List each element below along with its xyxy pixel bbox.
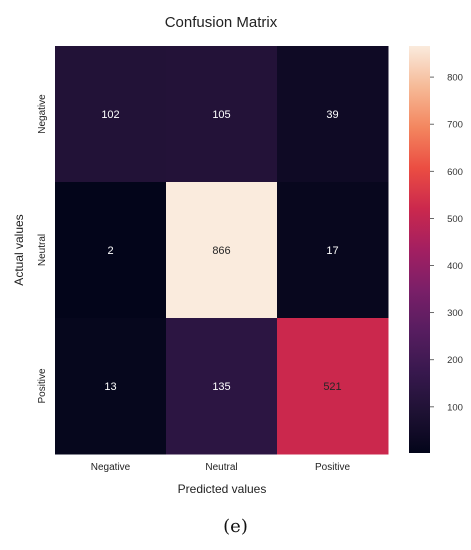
colorbar-tick-label: 500: [447, 214, 463, 225]
x-tick-labels: Negative Neutral Positive: [91, 462, 351, 473]
chart-title: Confusion Matrix: [165, 14, 278, 31]
colorbar-tick-label: 400: [447, 261, 463, 272]
heatmap-cell: [277, 46, 389, 183]
cell-value-label: 39: [326, 109, 338, 121]
heatmap-cell: [55, 318, 167, 455]
colorbar: [409, 46, 430, 453]
cell-value-label: 105: [212, 109, 230, 121]
colorbar-tick-label: 600: [447, 167, 463, 178]
cell-value-label: 521: [323, 381, 341, 393]
heatmap-cell: [277, 318, 389, 455]
y-axis-label: Actual values: [12, 214, 26, 285]
colorbar-tick-label: 300: [447, 308, 463, 319]
colorbar-tick-label: 100: [447, 402, 463, 413]
cell-value-label: 135: [212, 381, 230, 393]
colorbar-ticks: 100 200 300 400 500 600 700 800: [430, 73, 463, 413]
x-axis-label: Predicted values: [178, 482, 267, 496]
cell-value-label: 17: [326, 245, 338, 257]
heatmap-cell: [166, 46, 278, 183]
y-tick-label: Positive: [37, 368, 48, 403]
heatmap-cell: [277, 182, 389, 319]
heatmap-cell: [166, 182, 278, 319]
colorbar-tick-label: 200: [447, 355, 463, 366]
x-tick-label: Positive: [315, 462, 350, 473]
y-tick-label: Negative: [37, 94, 48, 134]
x-tick-label: Neutral: [205, 462, 237, 473]
x-tick-label: Negative: [91, 462, 131, 473]
cell-value-label: 866: [212, 245, 230, 257]
colorbar-tick-label: 800: [447, 73, 463, 84]
heatmap-cells: 102 105 39 2 866 17 13 135 521: [55, 46, 389, 455]
cell-value-label: 13: [104, 381, 116, 393]
figure-caption: (e): [223, 516, 248, 537]
heatmap-cell: [166, 318, 278, 455]
y-tick-labels: Negative Neutral Positive: [37, 94, 48, 404]
heatmap-cell: [55, 46, 167, 183]
cell-value-label: 102: [101, 109, 119, 121]
y-tick-label: Neutral: [37, 234, 48, 266]
cell-value-label: 2: [107, 245, 113, 257]
heatmap-cell: [55, 182, 167, 319]
colorbar-tick-label: 700: [447, 120, 463, 131]
